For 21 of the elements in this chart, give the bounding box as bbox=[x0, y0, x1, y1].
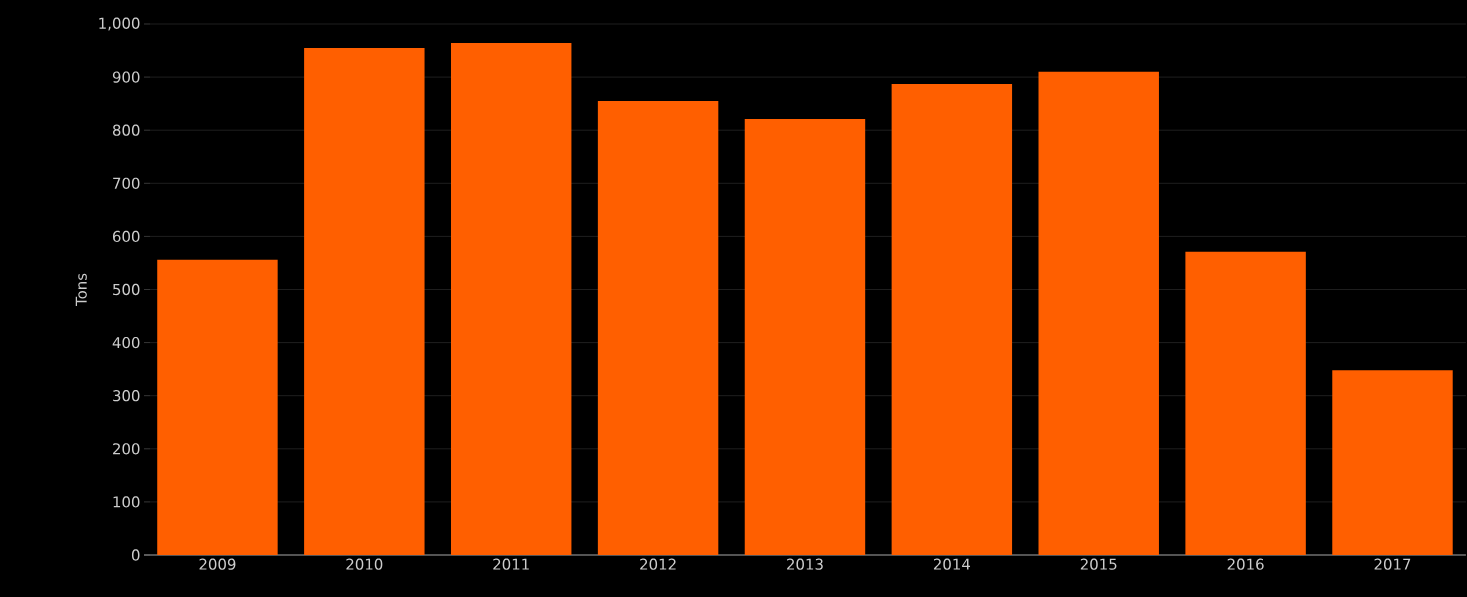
x-tick-label: 2011 bbox=[493, 558, 529, 570]
y-tick-label: 0 bbox=[131, 549, 140, 561]
x-tick-label: 2009 bbox=[199, 558, 236, 570]
y-tick-label: 700 bbox=[113, 177, 140, 189]
x-tick-label: 2015 bbox=[1080, 558, 1117, 570]
x-tick-label: 2016 bbox=[1227, 558, 1264, 570]
y-tick-label: 600 bbox=[113, 230, 140, 243]
y-tick-label: 1,000 bbox=[99, 17, 140, 31]
y-axis-title: Tons bbox=[75, 273, 87, 307]
x-tick-label: 2013 bbox=[787, 558, 823, 570]
y-tick-label: 300 bbox=[113, 390, 140, 402]
y-tick-label: 200 bbox=[113, 443, 140, 455]
y-tick-label: 400 bbox=[112, 336, 140, 349]
x-tick-label: 2014 bbox=[933, 558, 971, 570]
y-tick-label: 900 bbox=[112, 71, 140, 83]
x-tick-label: 2010 bbox=[346, 558, 383, 570]
x-tick-label: 2017 bbox=[1374, 558, 1411, 570]
y-tick-label: 800 bbox=[112, 124, 140, 136]
x-tick-label: 2012 bbox=[640, 558, 676, 570]
y-tick-label: 500 bbox=[113, 283, 140, 296]
y-tick-label: 100 bbox=[113, 496, 140, 508]
